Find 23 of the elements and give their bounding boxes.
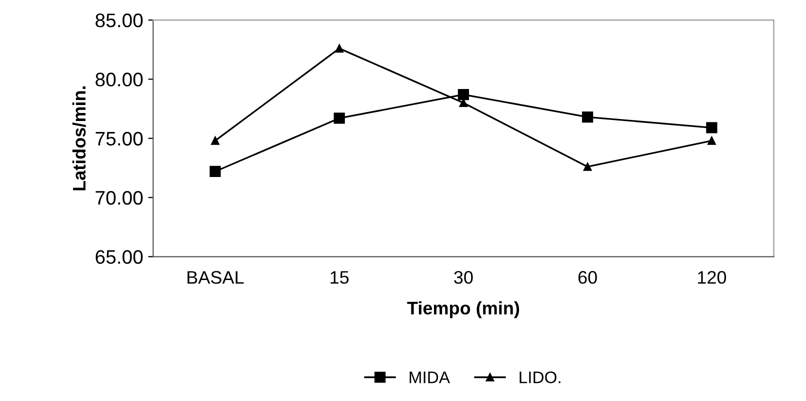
- point: [706, 122, 718, 134]
- y-tick-label: 65.00: [96, 250, 143, 264]
- point: [210, 166, 221, 178]
- x-tick-label: 30: [454, 271, 473, 284]
- point: [582, 111, 594, 123]
- point: [211, 136, 220, 145]
- y-tick-label: 70.00: [96, 190, 143, 205]
- point: [335, 44, 344, 53]
- point: [458, 89, 470, 100]
- point: [708, 136, 716, 145]
- x-tick-label: 120: [698, 271, 726, 284]
- point: [334, 112, 345, 124]
- x-tick-label: 60: [578, 271, 597, 284]
- y-tick-label: 75.00: [96, 132, 143, 146]
- x-tick-label: 15: [330, 271, 349, 284]
- x-tick-label: BASAL: [188, 271, 244, 284]
- point: [583, 162, 592, 171]
- legend-label: LIDO.: [520, 371, 560, 384]
- y-axis-title: Latidos/min.: [72, 86, 86, 190]
- legend-label: MIDA: [410, 372, 450, 384]
- y-tick-label: 80.00: [96, 72, 143, 86]
- x-axis-title: Tiempo (min): [407, 301, 520, 318]
- y-tick-label: 85.00: [96, 14, 143, 28]
